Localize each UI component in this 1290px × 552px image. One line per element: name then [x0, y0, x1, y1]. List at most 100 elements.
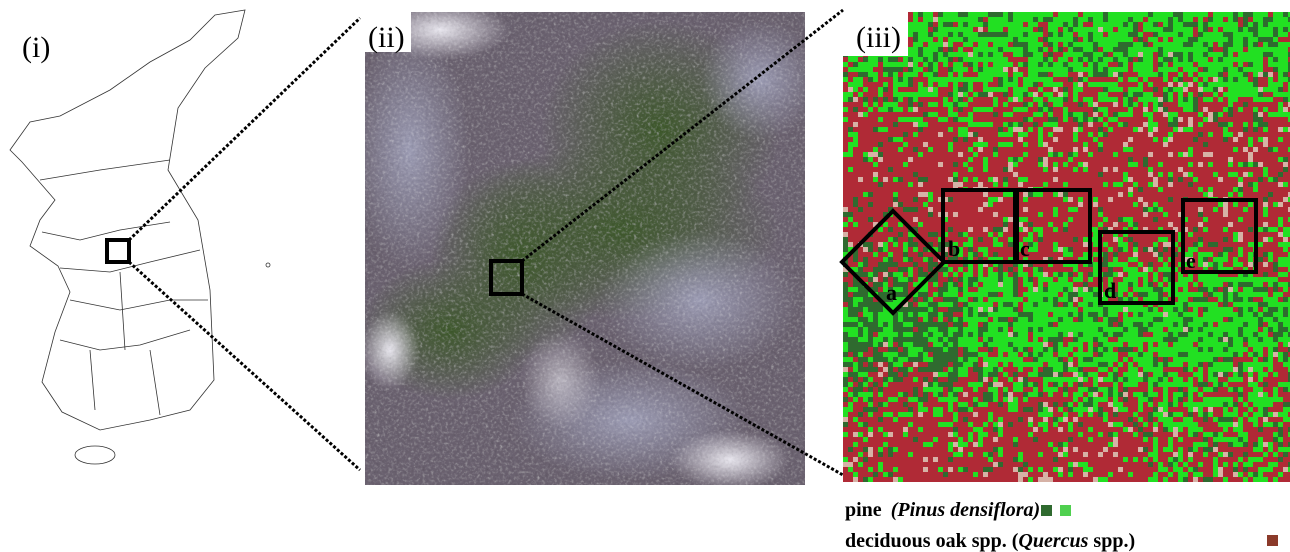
pixel: [868, 377, 873, 382]
pixel: [1228, 57, 1233, 62]
pixel: [1133, 327, 1138, 332]
pixel: [958, 32, 963, 37]
pixel: [1028, 477, 1033, 482]
pixel: [913, 342, 918, 347]
pixel: [1053, 307, 1058, 312]
pixel: [1163, 67, 1168, 72]
pixel: [1208, 352, 1213, 357]
pixel: [1213, 72, 1218, 77]
pixel: [938, 77, 943, 82]
pixel: [1233, 22, 1238, 27]
pixel: [1088, 17, 1093, 22]
pixel: [1243, 42, 1248, 47]
pixel: [1003, 67, 1008, 72]
pixel: [1093, 12, 1098, 17]
pixel: [1028, 362, 1033, 367]
pixel: [993, 282, 998, 287]
pixel: [933, 377, 938, 382]
pixel: [1163, 397, 1168, 402]
pixel: [1098, 222, 1103, 227]
pixel: [1203, 322, 1208, 327]
pixel: [868, 407, 873, 412]
pixel: [1243, 32, 1248, 37]
pixel: [1003, 297, 1008, 302]
pixel: [928, 357, 933, 362]
pixel: [1068, 367, 1073, 372]
pixel: [1268, 22, 1273, 27]
pixel: [1278, 92, 1283, 97]
pixel: [1193, 42, 1198, 47]
pixel: [1228, 37, 1233, 42]
pixel: [938, 382, 943, 387]
pixel: [883, 87, 888, 92]
legend-part: pine: [845, 499, 882, 521]
pixel: [1113, 37, 1118, 42]
pixel: [1278, 42, 1283, 47]
pixel: [1203, 37, 1208, 42]
pixel: [1078, 47, 1083, 52]
pixel: [948, 177, 953, 182]
pixel: [1123, 262, 1128, 267]
pixel: [1228, 292, 1233, 297]
pixel: [1013, 352, 1018, 357]
pixel: [1053, 382, 1058, 387]
pixel: [908, 412, 913, 417]
pixel: [1273, 322, 1278, 327]
pixel: [1078, 432, 1083, 437]
pixel: [1128, 322, 1133, 327]
pixel: [1073, 22, 1078, 27]
pixel: [1043, 167, 1048, 172]
pixel: [898, 77, 903, 82]
pixel: [1203, 397, 1208, 402]
pixel: [1123, 147, 1128, 152]
pixel: [1208, 67, 1213, 72]
pixel: [913, 12, 918, 17]
pixel: [1278, 292, 1283, 297]
pixel: [1088, 292, 1093, 297]
pixel: [1008, 217, 1013, 222]
pixel: [1068, 247, 1073, 252]
pixel: [933, 407, 938, 412]
pixel: [1018, 452, 1023, 457]
pixel: [943, 62, 948, 67]
pixel: [1133, 412, 1138, 417]
pixel: [993, 182, 998, 187]
pixel: [913, 392, 918, 397]
pixel: [1018, 317, 1023, 322]
pixel: [1073, 152, 1078, 157]
pixel: [863, 112, 868, 117]
pixel: [908, 257, 913, 262]
pixel: [1223, 417, 1228, 422]
pixel: [1103, 262, 1108, 267]
pixel: [1093, 312, 1098, 317]
pixel: [863, 327, 868, 332]
pixel: [1108, 342, 1113, 347]
pixel: [1218, 262, 1223, 267]
pixel: [988, 362, 993, 367]
pixel: [1163, 382, 1168, 387]
pixel: [993, 67, 998, 72]
pixel: [883, 247, 888, 252]
pixel: [968, 37, 973, 42]
pixel: [1238, 277, 1243, 282]
pixel: [1163, 87, 1168, 92]
pixel: [1113, 357, 1118, 362]
pixel: [993, 437, 998, 442]
pixel: [1153, 217, 1158, 222]
pixel: [978, 312, 983, 317]
pixel: [1098, 477, 1103, 482]
pixel: [888, 322, 893, 327]
pixel: [988, 467, 993, 472]
pixel: [903, 252, 908, 257]
pixel: [948, 77, 953, 82]
pixel: [1263, 137, 1268, 142]
pixel: [898, 342, 903, 347]
pixel: [1023, 272, 1028, 277]
pixel: [1023, 377, 1028, 382]
pixel: [1028, 392, 1033, 397]
pixel: [948, 147, 953, 152]
pixel: [998, 462, 1003, 467]
pixel: [1018, 337, 1023, 342]
pixel: [1073, 52, 1078, 57]
pixel: [1153, 382, 1158, 387]
